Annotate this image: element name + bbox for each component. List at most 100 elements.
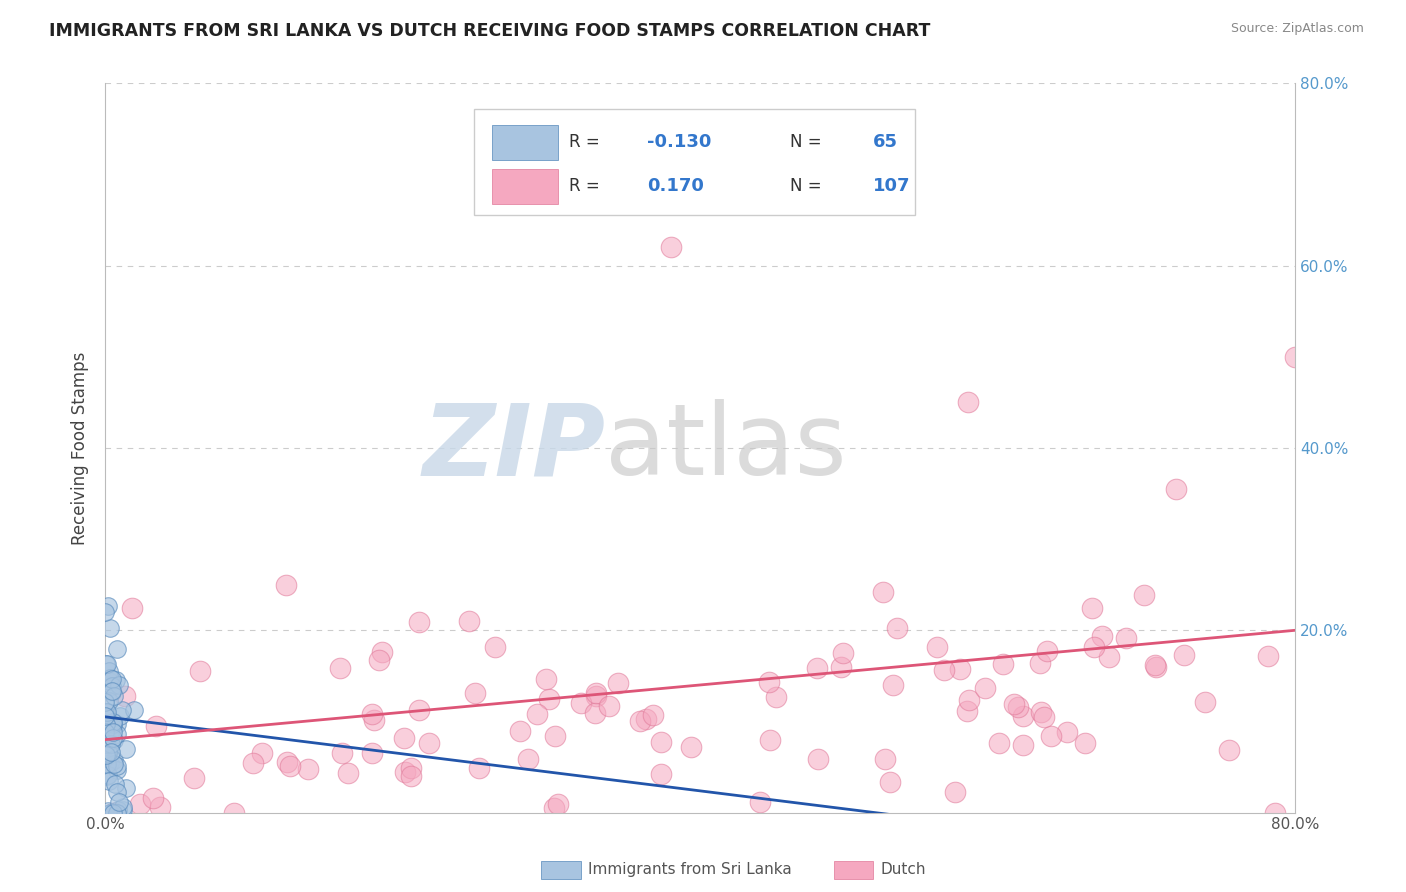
FancyBboxPatch shape	[492, 169, 558, 203]
Point	[1035, 644, 1057, 658]
Point	[1144, 659, 1167, 673]
Point	[1091, 629, 1114, 643]
Point	[111, 803, 134, 817]
Point	[886, 621, 908, 635]
Point	[1074, 735, 1097, 749]
Point	[101, 685, 124, 699]
Point	[636, 712, 658, 726]
Point	[97, 768, 120, 782]
Point	[957, 395, 980, 409]
Point	[368, 653, 391, 667]
Point	[98, 805, 121, 820]
Y-axis label: Receiving Food Stamps: Receiving Food Stamps	[72, 351, 89, 545]
Point	[98, 774, 121, 789]
Point	[1083, 640, 1105, 654]
Point	[100, 745, 122, 759]
Point	[882, 678, 904, 692]
Point	[94, 695, 117, 709]
Point	[1056, 725, 1078, 739]
Point	[974, 681, 997, 695]
Point	[659, 240, 682, 254]
Point	[543, 729, 565, 743]
Point	[98, 620, 121, 634]
Point	[1166, 482, 1188, 496]
Text: Dutch: Dutch	[880, 863, 925, 877]
Point	[105, 785, 128, 799]
Point	[330, 746, 353, 760]
Point	[105, 673, 128, 688]
Point	[650, 735, 672, 749]
Point	[879, 775, 901, 789]
Point	[98, 805, 121, 820]
Point	[94, 737, 117, 751]
Point	[121, 600, 143, 615]
Point	[101, 721, 124, 735]
Point	[297, 762, 319, 776]
Point	[408, 615, 430, 629]
Text: IMMIGRANTS FROM SRI LANKA VS DUTCH RECEIVING FOOD STAMPS CORRELATION CHART: IMMIGRANTS FROM SRI LANKA VS DUTCH RECEI…	[49, 22, 931, 40]
Point	[1115, 631, 1137, 645]
Point	[598, 698, 620, 713]
Point	[94, 657, 117, 671]
Point	[1002, 697, 1025, 711]
Point	[957, 693, 980, 707]
Point	[250, 747, 273, 761]
Point	[149, 799, 172, 814]
Point	[96, 705, 118, 719]
Point	[103, 757, 125, 772]
Point	[628, 714, 651, 729]
Point	[141, 791, 163, 805]
Point	[949, 662, 972, 676]
Point	[758, 733, 780, 747]
Point	[1033, 709, 1056, 723]
Point	[418, 736, 440, 750]
Point	[873, 751, 896, 765]
Point	[96, 756, 118, 771]
Point	[97, 693, 120, 707]
Point	[94, 725, 117, 739]
Point	[534, 672, 557, 686]
Point	[458, 614, 481, 628]
Point	[111, 703, 134, 717]
Point	[606, 675, 628, 690]
Point	[583, 706, 606, 720]
Point	[100, 737, 122, 751]
Point	[94, 708, 117, 723]
Point	[97, 673, 120, 688]
Point	[97, 599, 120, 613]
Point	[1194, 694, 1216, 708]
Point	[101, 724, 124, 739]
Point	[1133, 587, 1156, 601]
Point	[1040, 729, 1063, 743]
Point	[96, 657, 118, 671]
Point	[360, 746, 382, 760]
Point	[105, 727, 128, 741]
Point	[1144, 657, 1167, 672]
Point	[242, 756, 264, 770]
Point	[96, 706, 118, 720]
Point	[1098, 649, 1121, 664]
Text: atlas: atlas	[605, 400, 846, 497]
Text: Source: ZipAtlas.com: Source: ZipAtlas.com	[1230, 22, 1364, 36]
Point	[516, 751, 538, 765]
Point	[758, 674, 780, 689]
Point	[361, 707, 384, 722]
Point	[650, 766, 672, 780]
Point	[831, 646, 853, 660]
Point	[464, 686, 486, 700]
Point	[484, 640, 506, 655]
Point	[585, 686, 607, 700]
Point	[101, 672, 124, 686]
Point	[779, 168, 801, 182]
Point	[96, 769, 118, 783]
Point	[96, 717, 118, 731]
Point	[100, 679, 122, 693]
Point	[830, 660, 852, 674]
Point	[543, 800, 565, 814]
Point	[103, 805, 125, 820]
Point	[114, 690, 136, 704]
Text: R =: R =	[569, 178, 606, 195]
Point	[336, 766, 359, 780]
Point	[956, 704, 979, 718]
Point	[526, 707, 548, 722]
